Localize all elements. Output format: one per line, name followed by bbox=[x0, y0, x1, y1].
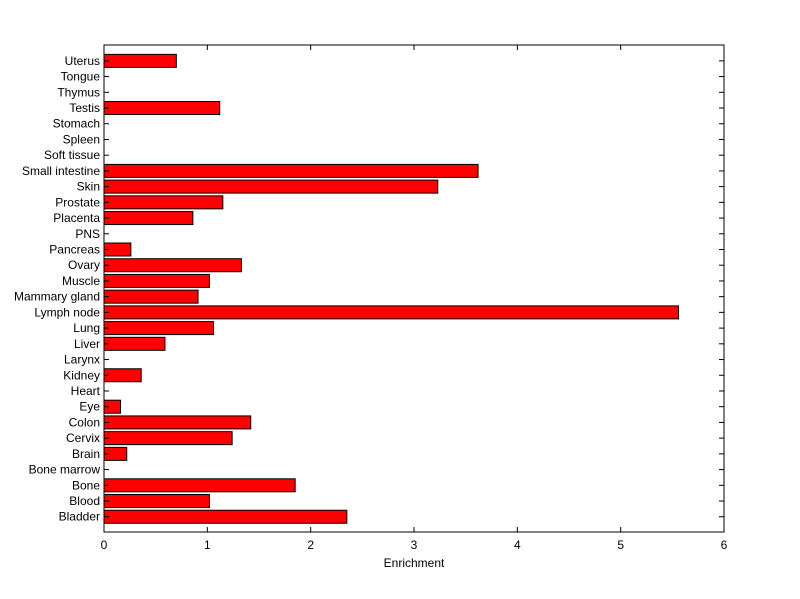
x-tick-label: 4 bbox=[514, 538, 521, 552]
y-tick-label: Bladder bbox=[59, 510, 100, 524]
bar bbox=[103, 289, 199, 304]
y-tick-label: Mammary gland bbox=[14, 290, 100, 304]
bars-group bbox=[103, 53, 680, 524]
y-tick-label: Skin bbox=[77, 180, 100, 194]
bar bbox=[103, 494, 210, 509]
y-tick-label: Testis bbox=[69, 101, 100, 115]
y-tick-label: Bone marrow bbox=[29, 463, 101, 477]
y-tick-label: Small intestine bbox=[22, 164, 100, 178]
y-tick-label: Tongue bbox=[61, 70, 101, 84]
ticks-group bbox=[103, 45, 725, 532]
y-tick-label: Thymus bbox=[57, 85, 100, 99]
x-tick-label: 0 bbox=[101, 538, 108, 552]
bar bbox=[103, 163, 479, 178]
bar bbox=[103, 101, 221, 116]
y-tick-label: Lung bbox=[73, 321, 100, 335]
x-axis-label: Enrichment bbox=[384, 556, 445, 570]
bar bbox=[103, 211, 194, 226]
y-tick-label: Brain bbox=[72, 447, 100, 461]
y-tick-label: Uterus bbox=[65, 54, 100, 68]
x-tick-label: 2 bbox=[307, 538, 314, 552]
y-tick-label: Prostate bbox=[55, 195, 100, 209]
y-tick-label: Soft tissue bbox=[44, 148, 100, 162]
y-tick-label: Muscle bbox=[62, 274, 100, 288]
bar bbox=[103, 509, 348, 524]
y-tick-label: Lymph node bbox=[34, 305, 100, 319]
y-tick-label: Heart bbox=[71, 384, 101, 398]
y-tick-label: Cervix bbox=[66, 431, 100, 445]
y-tick-label: Spleen bbox=[63, 132, 100, 146]
y-tick-label: Larynx bbox=[64, 353, 100, 367]
y-tick-label: Ovary bbox=[68, 258, 100, 272]
y-tick-label: Liver bbox=[74, 337, 100, 351]
y-tick-label: Eye bbox=[79, 400, 100, 414]
bar bbox=[103, 415, 252, 430]
y-tick-label: Placenta bbox=[53, 211, 100, 225]
x-tick-label: 6 bbox=[721, 538, 728, 552]
bar bbox=[103, 305, 680, 320]
x-tick-label: 5 bbox=[617, 538, 624, 552]
bar bbox=[103, 368, 142, 383]
y-tick-label: Pancreas bbox=[49, 243, 100, 257]
x-tick-label: 1 bbox=[204, 538, 211, 552]
y-tick-label: Colon bbox=[69, 415, 100, 429]
y-tick-label: PNS bbox=[75, 227, 100, 241]
y-tick-label: Blood bbox=[69, 494, 100, 508]
y-tick-label: Stomach bbox=[53, 117, 100, 131]
bar bbox=[103, 336, 166, 351]
bar bbox=[103, 273, 210, 288]
x-tick-label: 3 bbox=[411, 538, 418, 552]
y-tick-label: Kidney bbox=[63, 368, 100, 382]
plot-frame bbox=[103, 44, 725, 533]
y-tick-label: Bone bbox=[72, 478, 100, 492]
bar bbox=[103, 431, 233, 446]
bar bbox=[103, 478, 296, 493]
bar bbox=[103, 53, 177, 68]
bar bbox=[103, 321, 215, 336]
x-tick-labels: 0 1 2 3 4 5 6 bbox=[101, 538, 728, 552]
bar bbox=[103, 258, 242, 273]
bar bbox=[103, 195, 224, 210]
bar bbox=[103, 179, 439, 194]
